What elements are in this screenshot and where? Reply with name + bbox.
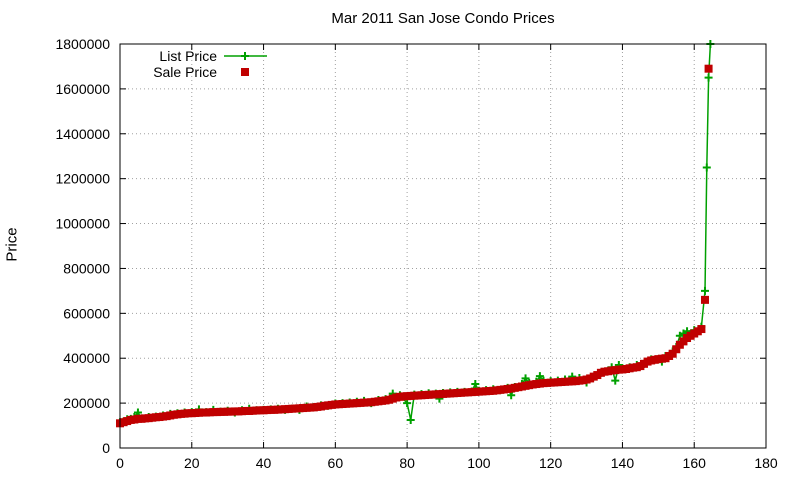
x-tick-label: 60 <box>328 455 344 471</box>
legend-square-marker <box>241 68 249 76</box>
x-tick-label: 180 <box>754 455 778 471</box>
x-tick-label: 0 <box>116 455 124 471</box>
list-price-point <box>704 73 713 82</box>
y-tick-label: 200000 <box>63 395 110 411</box>
y-tick-label: 600000 <box>63 305 110 321</box>
y-tick-label: 1800000 <box>55 36 110 52</box>
list-price-point <box>403 399 412 408</box>
y-tick-label: 1000000 <box>55 216 110 232</box>
frame-layer: 0 20 40 60 80 100 120 140 160 180 0 200000 400000 600… <box>55 36 777 471</box>
x-tick-label: 20 <box>184 455 200 471</box>
list-price-point <box>611 376 620 385</box>
x-tick-label: 100 <box>467 455 491 471</box>
sale-price-point <box>668 349 677 358</box>
list-price-point <box>471 380 480 389</box>
list-price-point <box>521 374 530 383</box>
x-tick-label: 160 <box>683 455 707 471</box>
list-price-point <box>700 286 709 295</box>
y-tick-label: 1600000 <box>55 81 110 97</box>
y-tick-label: 400000 <box>63 350 110 366</box>
series-sale-price <box>116 64 713 428</box>
list-price-point <box>406 415 415 424</box>
legend-plus-marker <box>241 52 249 60</box>
list-price-point <box>702 163 711 172</box>
chart-title: Mar 2011 San Jose Condo Prices <box>331 10 555 27</box>
x-tick-label: 120 <box>539 455 563 471</box>
grid-layer <box>120 44 766 448</box>
y-tick-label: 800000 <box>63 260 110 276</box>
legend-label: List Price <box>159 48 217 64</box>
x-tick-label: 140 <box>611 455 635 471</box>
sale-price-point <box>697 325 706 334</box>
plot-frame <box>119 43 767 449</box>
sale-price-point <box>700 295 709 304</box>
y-tick-label: 1200000 <box>55 171 110 187</box>
legend-label: Sale Price <box>153 64 217 80</box>
sale-price-point <box>672 345 681 354</box>
x-tick-label: 80 <box>399 455 415 471</box>
y-tick-label: 0 <box>102 440 110 456</box>
list-price-point <box>535 372 544 381</box>
sale-price-point <box>704 64 713 73</box>
y-tick-label: 1400000 <box>55 126 110 142</box>
series-layer <box>116 40 715 428</box>
x-tick-label: 40 <box>256 455 272 471</box>
